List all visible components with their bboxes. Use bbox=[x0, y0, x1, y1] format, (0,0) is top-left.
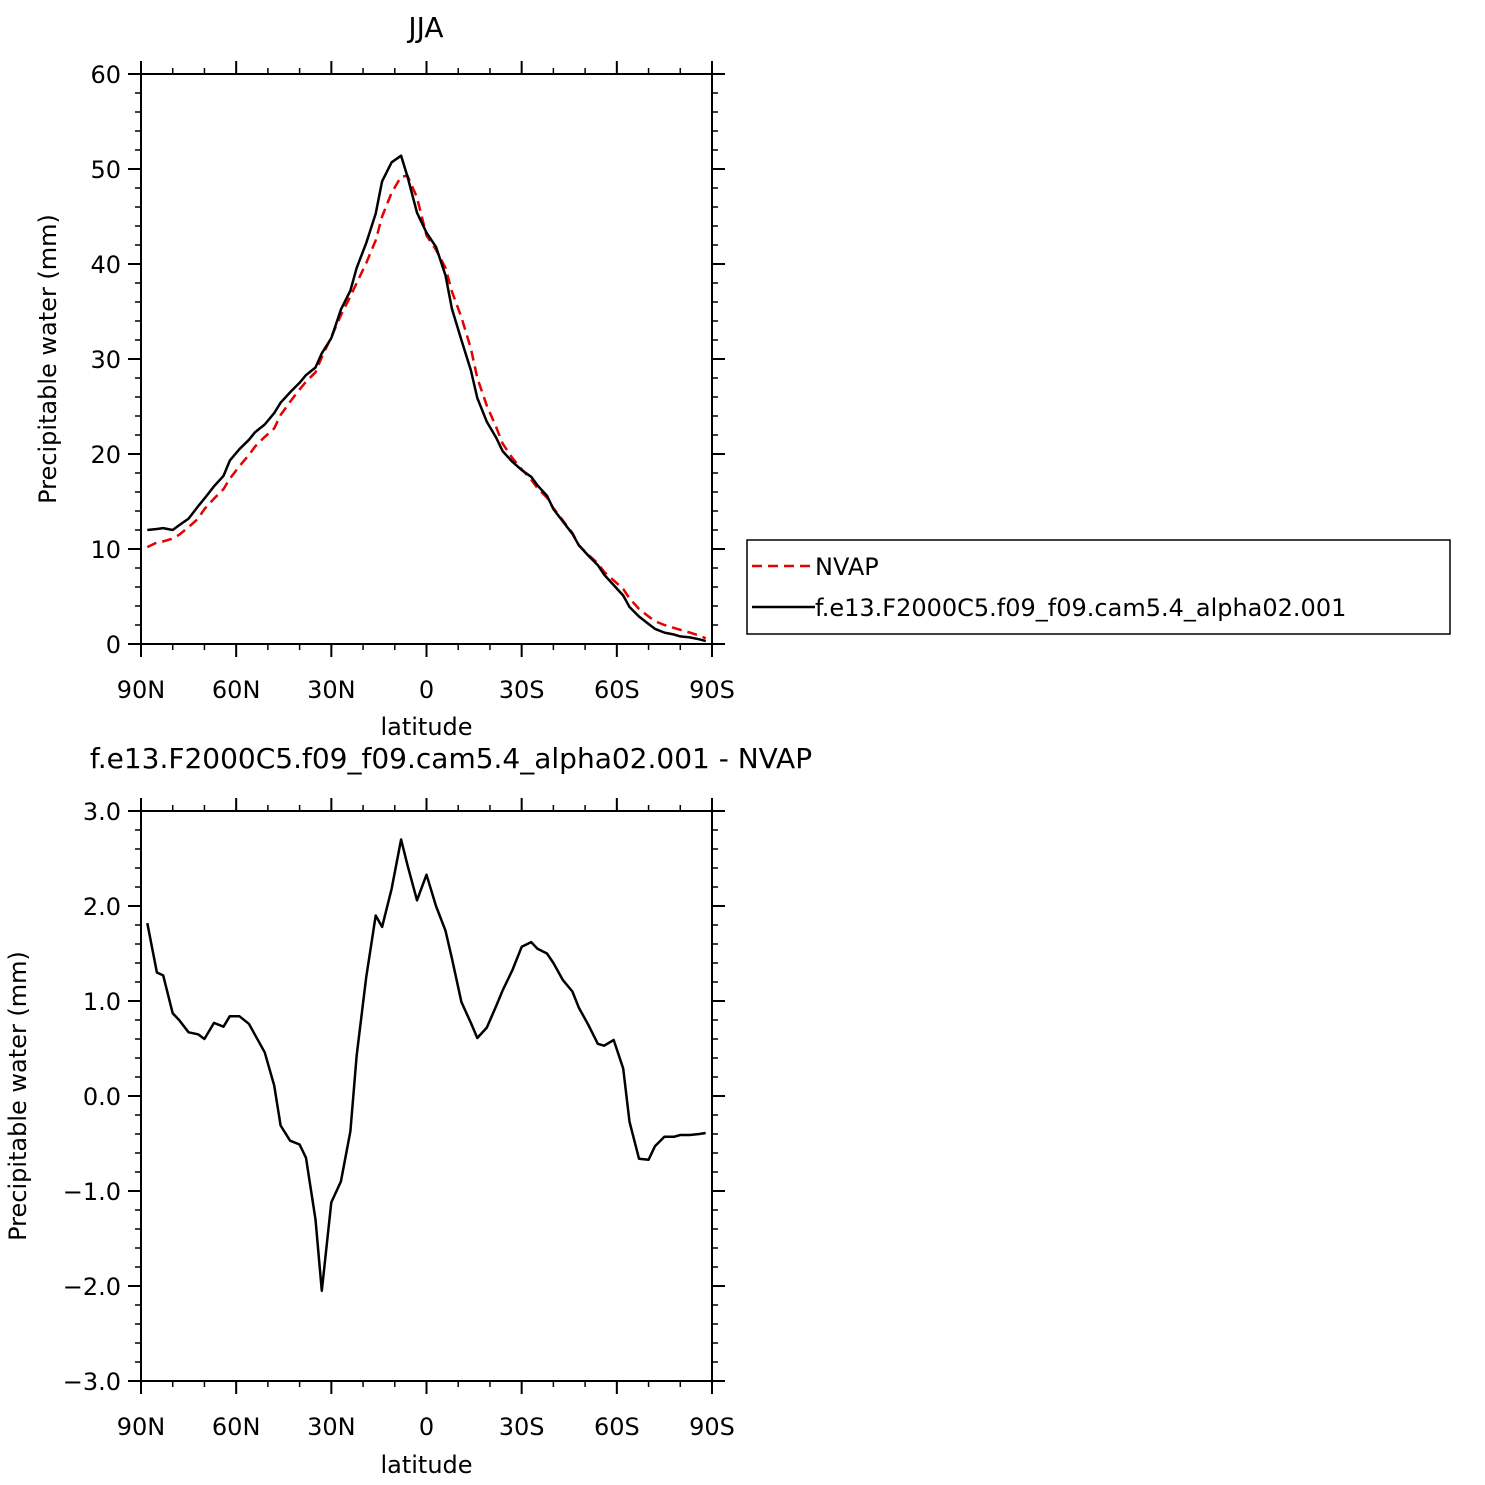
y-tick-label: 10 bbox=[90, 536, 121, 564]
x-tick-label: 30N bbox=[307, 1413, 356, 1441]
y-tick-label: −2.0 bbox=[63, 1273, 121, 1301]
chart-title: JJA bbox=[406, 11, 443, 44]
x-tick-label: 60S bbox=[594, 1413, 640, 1441]
legend-box bbox=[746, 539, 1451, 635]
legend-label: f.e13.F2000C5.f09_f09.cam5.4_alpha02.001 bbox=[815, 594, 1346, 622]
y-tick-label: 50 bbox=[90, 156, 121, 184]
x-tick-label: 0 bbox=[419, 676, 434, 704]
series-line-1-0 bbox=[146, 838, 706, 1293]
y-tick-label: −1.0 bbox=[63, 1178, 121, 1206]
x-axis-label: latitude bbox=[380, 1451, 472, 1479]
plot-frame bbox=[140, 73, 713, 645]
x-tick-label: 90S bbox=[689, 1413, 735, 1441]
x-axis-label: latitude bbox=[380, 713, 472, 741]
y-tick-label: 60 bbox=[90, 61, 121, 89]
x-tick-label: 60S bbox=[594, 676, 640, 704]
y-axis-label: Precipitable water (mm) bbox=[4, 951, 32, 1241]
y-tick-label: 3.0 bbox=[83, 798, 121, 826]
x-tick-label: 60N bbox=[212, 1413, 261, 1441]
x-tick-label: 60N bbox=[212, 676, 261, 704]
top-panel: 90N 60N 30N 0 30S 60S 90S 0 10 20 30 40 50 60 JJA latit… bbox=[34, 11, 735, 741]
x-tick-label: 90S bbox=[689, 676, 735, 704]
y-tick-label: 2.0 bbox=[83, 893, 121, 921]
y-axis-label: Precipitable water (mm) bbox=[34, 214, 62, 504]
y-tick-label: 0 bbox=[106, 631, 121, 659]
y-tick-label: 20 bbox=[90, 441, 121, 469]
y-tick-label: 1.0 bbox=[83, 988, 121, 1016]
y-tick-label: 30 bbox=[90, 346, 121, 374]
y-tick-label: −3.0 bbox=[63, 1368, 121, 1396]
series-line-0-1 bbox=[147, 154, 707, 643]
x-tick-label: 30N bbox=[307, 676, 356, 704]
x-tick-label: 30S bbox=[499, 1413, 545, 1441]
bottom-panel: 90N 60N 30N 0 30S 60S 90S −3.0 −2.0 −1.0 0.0 1.0 2.0… bbox=[4, 742, 812, 1479]
y-tick-label: 0.0 bbox=[83, 1083, 121, 1111]
x-tick-label: 30S bbox=[499, 676, 545, 704]
series-line-0-0 bbox=[146, 174, 707, 640]
x-tick-label: 90N bbox=[117, 676, 166, 704]
chart-title: f.e13.F2000C5.f09_f09.cam5.4_alpha02.001… bbox=[90, 742, 812, 775]
legend: NVAP f.e13.F2000C5.f09_f09.cam5.4_alpha02… bbox=[746, 539, 1451, 635]
legend-label: NVAP bbox=[815, 553, 879, 581]
x-tick-label: 90N bbox=[117, 1413, 166, 1441]
y-tick-label: 40 bbox=[90, 251, 121, 279]
x-tick-label: 0 bbox=[419, 1413, 434, 1441]
